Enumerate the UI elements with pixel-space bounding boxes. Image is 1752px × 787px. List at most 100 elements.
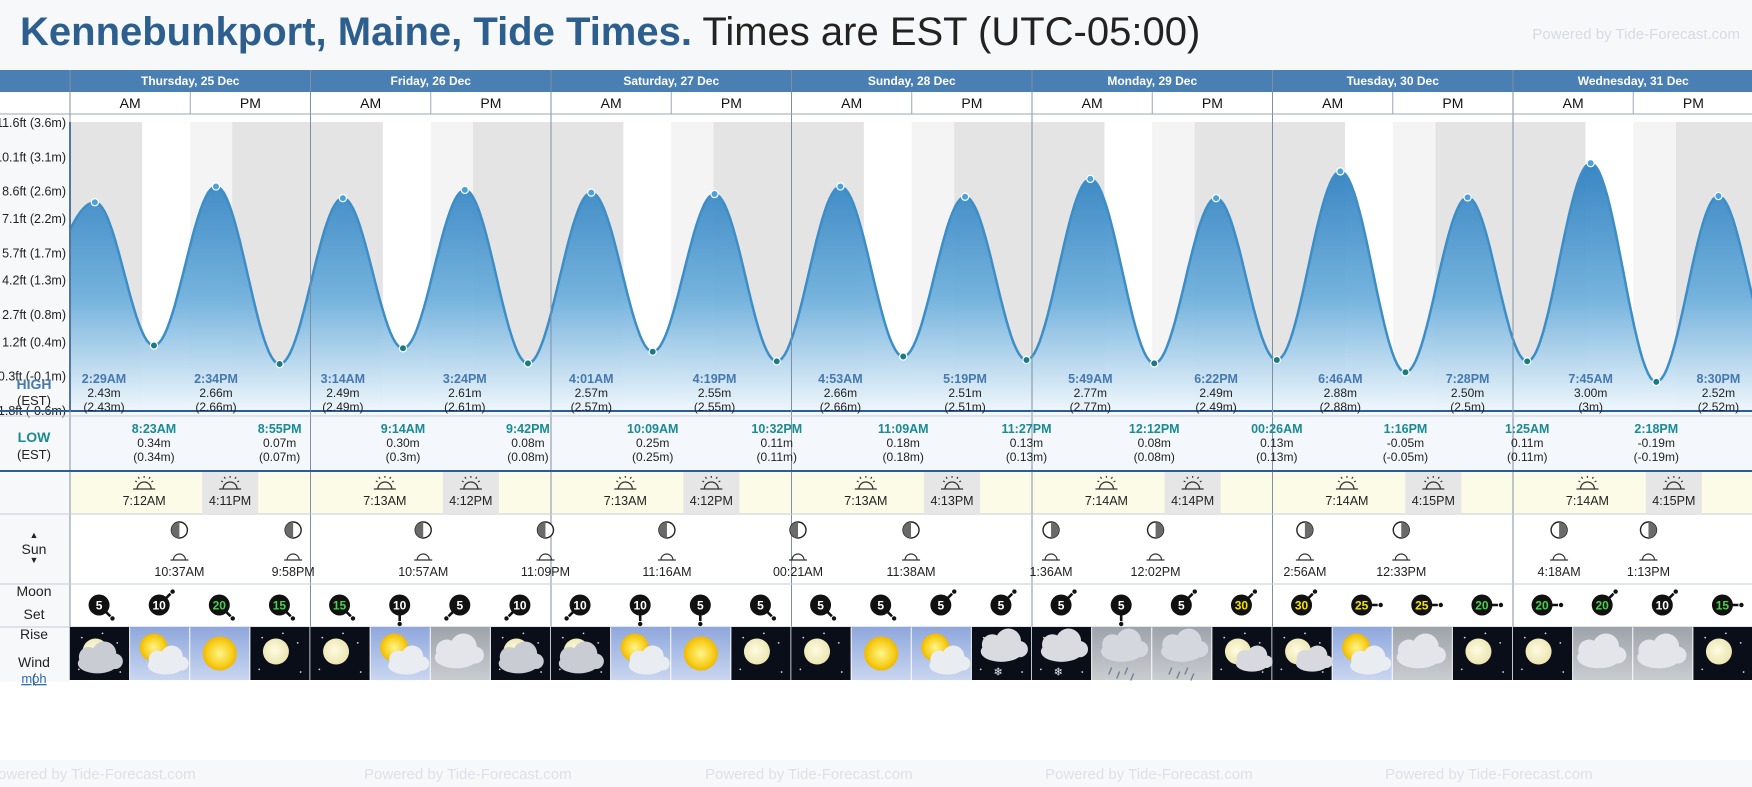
low-tide-entry-height: 0.11m: [1511, 436, 1543, 450]
star: [1460, 668, 1463, 671]
wind-badge: [1050, 594, 1072, 616]
low-tide-entry-height-alt: (0.11m): [1507, 450, 1547, 464]
wind-marker: 30: [1291, 589, 1318, 616]
wind-arrow-head: [891, 616, 897, 621]
wind-badge: [1170, 594, 1192, 616]
low-tide-entry-height: 0.11m: [761, 436, 793, 450]
wind-arrow-head: [110, 616, 115, 621]
high-tide-entry-time: 8:30PM: [1697, 372, 1741, 386]
moonrise-time: 11:38AM: [886, 565, 935, 579]
wind-arrow-head: [952, 589, 957, 594]
sun-disc: [683, 636, 718, 671]
weather-icon-night-snow: ❄: [971, 627, 1031, 680]
high-tide-entry-time: 7:45AM: [1568, 372, 1612, 386]
moonrise-time: 10:37AM: [154, 565, 204, 579]
wind-arrow-head: [1613, 589, 1618, 594]
low-tide-point: [523, 359, 533, 368]
high-tide-entry-height: 2.49m: [326, 386, 359, 400]
star: [261, 636, 264, 639]
high-label: HIGH: [17, 376, 52, 392]
moonset-icon: [286, 553, 300, 561]
wind-badge: [389, 594, 411, 616]
high-tide-entry-height: 2.52m: [1702, 386, 1735, 400]
weather-row: ❄ ❄: [70, 627, 1752, 681]
weather-icon-night-clear: [310, 627, 370, 680]
am-label: AM: [1563, 95, 1584, 111]
wind-arrow-head: [170, 589, 175, 594]
star: [101, 632, 104, 635]
low-tide-entry-height: 0.30m: [386, 436, 419, 450]
moon-disc: [323, 638, 350, 665]
tide-area: [70, 163, 1752, 410]
high-tide-entry-height-alt: (3m): [1578, 400, 1603, 414]
moonrise-icon: [660, 553, 674, 561]
weather-icon-day-partly-cloudy: [911, 627, 971, 680]
wind-speed: 25: [1415, 599, 1429, 613]
star: [540, 671, 543, 673]
moonrise-icon: [172, 553, 187, 561]
wind-badge: [208, 594, 230, 616]
low-tide-entry: 2:18PM-0.19m(-0.19m): [1634, 422, 1679, 464]
moon-shadow: [415, 522, 424, 538]
pm-label: PM: [961, 95, 982, 111]
wind-arrow-head: [1012, 589, 1017, 594]
high-tide-entry-height-alt: (2.49m): [322, 400, 363, 414]
sunset-icon: [219, 476, 242, 490]
wind-row: 5 10 20 15 15 10 5 10 10 10 5 5 5 5 5 5 5 5 5 30 30 25 25 20 20 2…: [88, 589, 1744, 627]
cloud-shape: [1295, 645, 1333, 672]
high-tide-entry-height-alt: (2.77m): [1070, 400, 1111, 414]
sunrise-time: 7:13AM: [844, 494, 887, 508]
wind-marker: 20: [1591, 589, 1618, 616]
day-header: Wednesday, 31 Dec: [1578, 74, 1689, 88]
star: [739, 668, 742, 671]
high-tide-entry-time: 6:46AM: [1318, 372, 1362, 386]
weather-icon-day-partly-cloudy: [370, 627, 430, 680]
star: [1280, 668, 1283, 671]
am-label: AM: [360, 95, 381, 111]
sunrise-time: 7:14AM: [1085, 494, 1128, 508]
wind-speed: 5: [998, 599, 1005, 613]
wind-marker: 20: [1531, 594, 1564, 616]
moon-shadow: [537, 522, 546, 538]
wind-badge: [990, 594, 1012, 616]
high-tide-point: [460, 185, 470, 195]
wind-badge: [1110, 594, 1132, 616]
cloud-shape: [1396, 633, 1446, 669]
high-tide-entry-time: 5:49AM: [1068, 372, 1112, 386]
y-axis: 11.6ft (3.6m) 10.1ft (3.1m) 8.6ft (2.6m) 7.…: [0, 116, 66, 418]
wind-badge: [1531, 594, 1553, 616]
low-tide-entry-time: 1:16PM: [1384, 422, 1428, 436]
weather-icon-day-sunny: [851, 627, 911, 680]
wind-speed: 5: [1178, 599, 1185, 613]
wind-badge: [1351, 594, 1373, 616]
moon-set-label: Set: [23, 606, 44, 622]
low-est-label: (EST): [17, 447, 51, 462]
high-tide-entry-time: 6:22PM: [1194, 372, 1238, 386]
cloud-shape: [1040, 628, 1089, 662]
low-tide-point: [1652, 377, 1661, 387]
rain-drop: [1176, 671, 1181, 679]
low-tide-point: [1022, 355, 1031, 365]
pm-label: PM: [721, 95, 742, 111]
star: [777, 642, 780, 644]
sunrise-time: 7:13AM: [363, 494, 406, 508]
wind-unit-open: (: [32, 671, 37, 686]
high-tide-point: [710, 189, 719, 199]
tide-table: 2:29AM2.43m(2.43m)2:34PM2.66m(2.66m)8:23…: [82, 372, 1741, 464]
cloud-shape: [388, 645, 430, 675]
high-tide-entry-height-alt: (2.61m): [444, 400, 485, 414]
sunrise-time: 7:14AM: [1325, 494, 1368, 508]
day-header: Tuesday, 30 Dec: [1347, 74, 1440, 88]
star: [837, 642, 840, 644]
moonrise-icon: [1394, 553, 1408, 561]
star: [1499, 642, 1502, 644]
moon-shadow: [1401, 522, 1410, 538]
wind-arrow-head: [444, 616, 449, 621]
wind-speed: 5: [757, 599, 764, 613]
